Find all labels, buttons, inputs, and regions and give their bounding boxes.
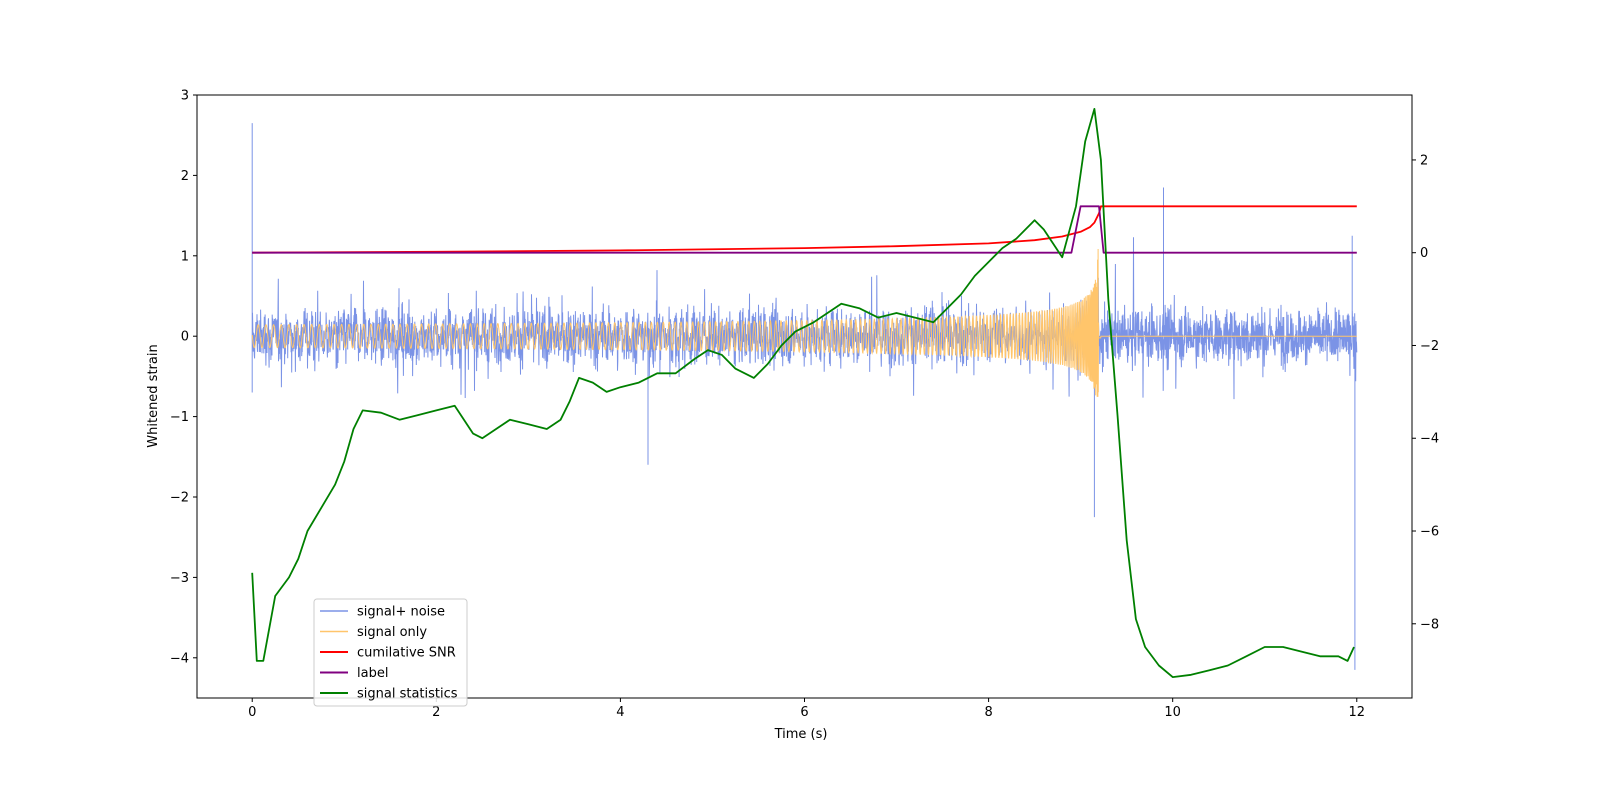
x-tick-label: 0: [248, 705, 256, 720]
legend-label: signal only: [357, 625, 427, 640]
y-tick-label: −3: [170, 571, 189, 586]
y-tick-label: 2: [181, 169, 189, 184]
legend-box: [313, 598, 468, 707]
y-tick-label: −1: [170, 410, 189, 425]
y-tick-label: 3: [181, 89, 189, 104]
series-line-signal-statistics: [251, 108, 1355, 678]
x-axis-label: Time (s): [774, 727, 828, 742]
y-tick-label: 1: [181, 249, 189, 264]
y-right-tick-label: −2: [1420, 339, 1439, 354]
x-tick-label: 12: [1348, 705, 1365, 720]
y-right-tick-label: −6: [1420, 525, 1439, 540]
y-axis-label: Whitened strain: [146, 344, 161, 447]
legend-label: label: [357, 666, 388, 681]
y-axis-left: −4 −3 −2 −1 0 1 2 3: [170, 89, 197, 666]
series-line-label: [252, 205, 1357, 254]
series-layer: [251, 108, 1358, 678]
y-right-tick-label: 2: [1420, 153, 1428, 168]
y-axis-right: −8 −6 −4 −2 0 2: [1412, 153, 1439, 632]
x-tick-label: 4: [616, 705, 624, 720]
x-axis: 0 2 4 6 8 10 12: [248, 698, 1365, 720]
y-tick-label: −2: [170, 491, 189, 506]
y-right-tick-label: −4: [1420, 432, 1439, 447]
legend: signal+ noise signal only cumilative SNR la…: [313, 598, 468, 707]
series-line-signal-only: [251, 249, 1357, 397]
y-tick-label: 0: [181, 330, 189, 345]
x-tick-label: 2: [432, 705, 440, 720]
y-right-tick-label: −8: [1420, 617, 1439, 632]
x-tick-label: 8: [984, 705, 992, 720]
x-tick-label: 6: [800, 705, 808, 720]
y-tick-label: −4: [170, 651, 189, 666]
legend-label: signal statistics: [357, 687, 458, 702]
legend-label: cumilative SNR: [357, 646, 456, 661]
series-line-signal-noise: [251, 123, 1358, 670]
y-right-tick-label: 0: [1420, 246, 1428, 261]
legend-label: signal+ noise: [357, 605, 445, 620]
x-tick-label: 10: [1164, 705, 1181, 720]
series-line-cumilative-snr: [252, 205, 1357, 254]
